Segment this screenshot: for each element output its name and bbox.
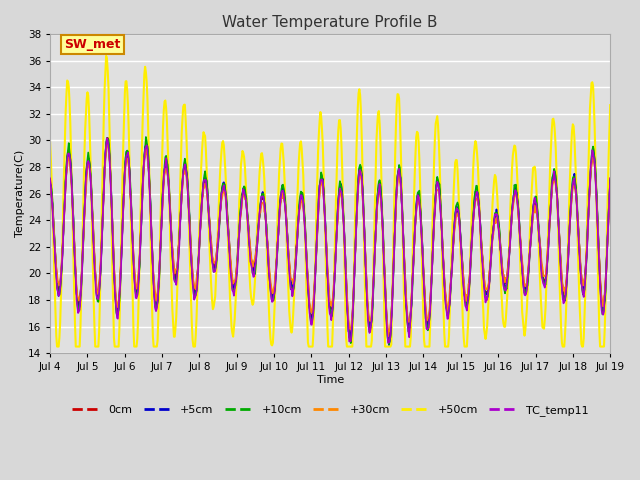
+5cm [46, 181, 54, 187]
+10cm [606, 177, 614, 183]
+30cm [400, 245, 408, 251]
Line: +50cm: +50cm [50, 56, 610, 347]
+5cm [606, 178, 614, 184]
+50cm [416, 180, 424, 186]
Line: +10cm: +10cm [50, 137, 610, 344]
+10cm [400, 246, 408, 252]
+30cm [416, 208, 424, 214]
+30cm [201, 180, 209, 186]
+30cm [46, 182, 54, 188]
TC_temp11 [400, 247, 408, 252]
+5cm [115, 305, 122, 311]
X-axis label: Time: Time [317, 375, 344, 385]
+30cm [172, 266, 179, 272]
+5cm [104, 136, 111, 142]
+10cm [385, 341, 393, 347]
TC_temp11 [416, 207, 424, 213]
+5cm [400, 242, 408, 248]
+50cm [400, 284, 408, 290]
TC_temp11 [606, 176, 614, 181]
+50cm [102, 53, 110, 59]
Y-axis label: Temperature(C): Temperature(C) [15, 150, 25, 237]
+30cm [606, 182, 614, 188]
TC_temp11 [46, 176, 54, 181]
TC_temp11 [201, 178, 209, 183]
TC_temp11 [103, 135, 111, 141]
+50cm [606, 102, 614, 108]
+10cm [114, 310, 122, 315]
+50cm [172, 314, 180, 320]
+5cm [385, 342, 393, 348]
+30cm [385, 334, 392, 339]
0cm [606, 176, 614, 181]
+10cm [56, 287, 64, 293]
+10cm [201, 168, 209, 174]
0cm [104, 135, 111, 141]
0cm [385, 337, 393, 343]
+50cm [53, 344, 61, 349]
0cm [46, 177, 54, 183]
+50cm [46, 139, 54, 144]
0cm [416, 204, 424, 210]
+50cm [202, 147, 210, 153]
+5cm [172, 275, 179, 281]
+5cm [56, 285, 64, 290]
Line: +5cm: +5cm [50, 139, 610, 345]
0cm [172, 274, 179, 280]
TC_temp11 [115, 305, 122, 311]
Legend: 0cm, +5cm, +10cm, +30cm, +50cm, TC_temp11: 0cm, +5cm, +10cm, +30cm, +50cm, TC_temp1… [67, 400, 593, 420]
+50cm [57, 294, 65, 300]
TC_temp11 [385, 340, 392, 346]
+5cm [201, 175, 209, 180]
0cm [201, 177, 209, 182]
+5cm [416, 204, 424, 209]
0cm [56, 282, 64, 288]
TC_temp11 [172, 279, 179, 285]
+10cm [416, 201, 424, 207]
+10cm [142, 134, 150, 140]
Line: +30cm: +30cm [50, 143, 610, 336]
TC_temp11 [56, 285, 64, 290]
Line: TC_temp11: TC_temp11 [50, 138, 610, 343]
+30cm [56, 281, 64, 287]
Line: 0cm: 0cm [50, 138, 610, 340]
+10cm [172, 279, 179, 285]
+50cm [116, 326, 124, 332]
+30cm [115, 298, 122, 303]
+30cm [103, 140, 111, 145]
0cm [400, 245, 408, 251]
Text: SW_met: SW_met [64, 38, 120, 51]
0cm [115, 299, 122, 305]
Title: Water Temperature Profile B: Water Temperature Profile B [222, 15, 438, 30]
+10cm [46, 180, 54, 186]
